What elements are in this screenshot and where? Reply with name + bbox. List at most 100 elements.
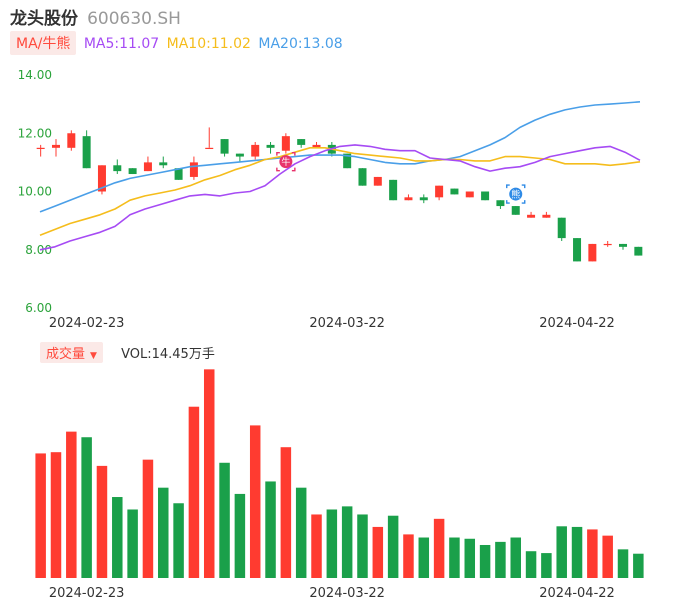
volume-bar — [525, 551, 537, 578]
volume-bar — [311, 514, 322, 578]
candle-body — [557, 217, 566, 239]
ma10-label: MA10:11.02 — [166, 36, 251, 52]
candle — [404, 194, 413, 201]
volume-bars — [35, 369, 644, 578]
candle-body — [573, 238, 582, 262]
price-date-label: 2024-02-23 — [49, 316, 125, 331]
candle-body — [281, 136, 290, 151]
candle-body — [220, 139, 229, 154]
candle-body — [251, 144, 260, 157]
volume-bar — [357, 514, 368, 578]
marker-dot — [509, 187, 523, 201]
candle-body — [481, 191, 490, 201]
candle-body — [82, 136, 91, 169]
candle-body — [97, 165, 106, 192]
candle — [67, 130, 76, 151]
volume-bar — [464, 538, 476, 578]
candle — [511, 206, 520, 215]
ma10-line — [39, 147, 641, 236]
candle-body — [588, 243, 597, 262]
volume-bar — [633, 553, 644, 578]
candle-body — [496, 200, 505, 207]
volume-bar — [433, 518, 445, 578]
price-tick-label: 14.00 — [18, 68, 52, 82]
candle-body — [128, 168, 137, 175]
candle-body — [465, 191, 474, 198]
price-date-label: 2024-04-22 — [539, 316, 615, 331]
price-tick-label: 6.00 — [25, 301, 52, 315]
candle — [281, 133, 290, 154]
price-tick-label: 10.00 — [18, 185, 52, 199]
volume-bar — [50, 452, 62, 578]
marker-frame — [276, 151, 296, 172]
candle-body — [404, 197, 413, 201]
ma-legend: MA/牛熊 MA5:11.07 MA10:11.02 MA20:13.08 — [10, 31, 343, 55]
candle — [220, 139, 229, 157]
volume-bar — [158, 487, 169, 578]
volume-bar — [265, 481, 276, 578]
candle — [266, 141, 275, 154]
candle — [128, 168, 137, 175]
candle-body — [205, 147, 214, 150]
volume-bar — [372, 526, 384, 578]
volume-bar — [587, 529, 598, 578]
marker-label: 牛 — [281, 156, 290, 168]
volume-date-label: 2024-03-22 — [309, 586, 385, 601]
candle-body — [527, 214, 536, 218]
candle — [251, 141, 260, 160]
candle-body — [51, 144, 60, 148]
volume-bar — [66, 431, 77, 578]
volume-bar — [571, 526, 583, 578]
volume-bar — [127, 509, 138, 578]
candle — [113, 159, 122, 175]
candle — [159, 156, 168, 169]
candle — [435, 185, 444, 201]
volume-bar — [495, 541, 506, 578]
volume-bar — [249, 425, 261, 578]
candle — [297, 139, 306, 148]
bear-marker[interactable]: 熊 — [506, 184, 526, 204]
candle — [481, 191, 490, 201]
candle — [82, 130, 91, 169]
candle-body — [67, 133, 76, 148]
candle — [389, 179, 398, 201]
volume-bar — [479, 544, 491, 578]
price-date-axis: 2024-02-23 2024-03-22 2024-04-22 — [49, 316, 615, 331]
volume-bar — [602, 535, 613, 578]
stock-name: 龙头股份 — [10, 9, 78, 29]
candle-body — [634, 246, 643, 256]
volume-bar — [541, 553, 552, 578]
candle — [619, 243, 628, 250]
candle-body — [389, 179, 398, 201]
candle — [189, 156, 198, 180]
candle-body — [36, 147, 45, 150]
candle — [542, 211, 551, 218]
signal-markers: 牛熊 — [276, 151, 526, 204]
candle — [205, 127, 214, 150]
volume-bar — [326, 509, 338, 578]
marker-dot — [279, 155, 293, 169]
volume-date-label: 2024-04-22 — [539, 586, 615, 601]
bull-marker[interactable]: 牛 — [276, 151, 296, 172]
candle-body — [235, 153, 244, 157]
marker-label: 熊 — [511, 189, 520, 201]
volume-date-label: 2024-02-23 — [49, 586, 125, 601]
ma20-line — [39, 101, 641, 213]
candle — [235, 153, 244, 163]
ma20-label: MA20:13.08 — [258, 36, 343, 52]
volume-date-axis: 2024-02-23 2024-03-22 2024-04-22 — [49, 586, 615, 601]
ma5-line — [39, 144, 641, 251]
ma-selector-button[interactable]: MA/牛熊 — [10, 31, 77, 55]
volume-bar — [295, 487, 307, 578]
candle — [97, 165, 106, 195]
candle-body — [159, 162, 168, 166]
candle — [588, 243, 597, 262]
candle — [634, 246, 643, 256]
volume-selector-button[interactable]: 成交量 ▼ — [40, 342, 103, 363]
volume-bar — [81, 437, 92, 578]
volume-bar — [203, 369, 215, 578]
candle-body — [266, 144, 275, 148]
candle-body — [174, 168, 183, 180]
volume-bar — [234, 493, 246, 578]
